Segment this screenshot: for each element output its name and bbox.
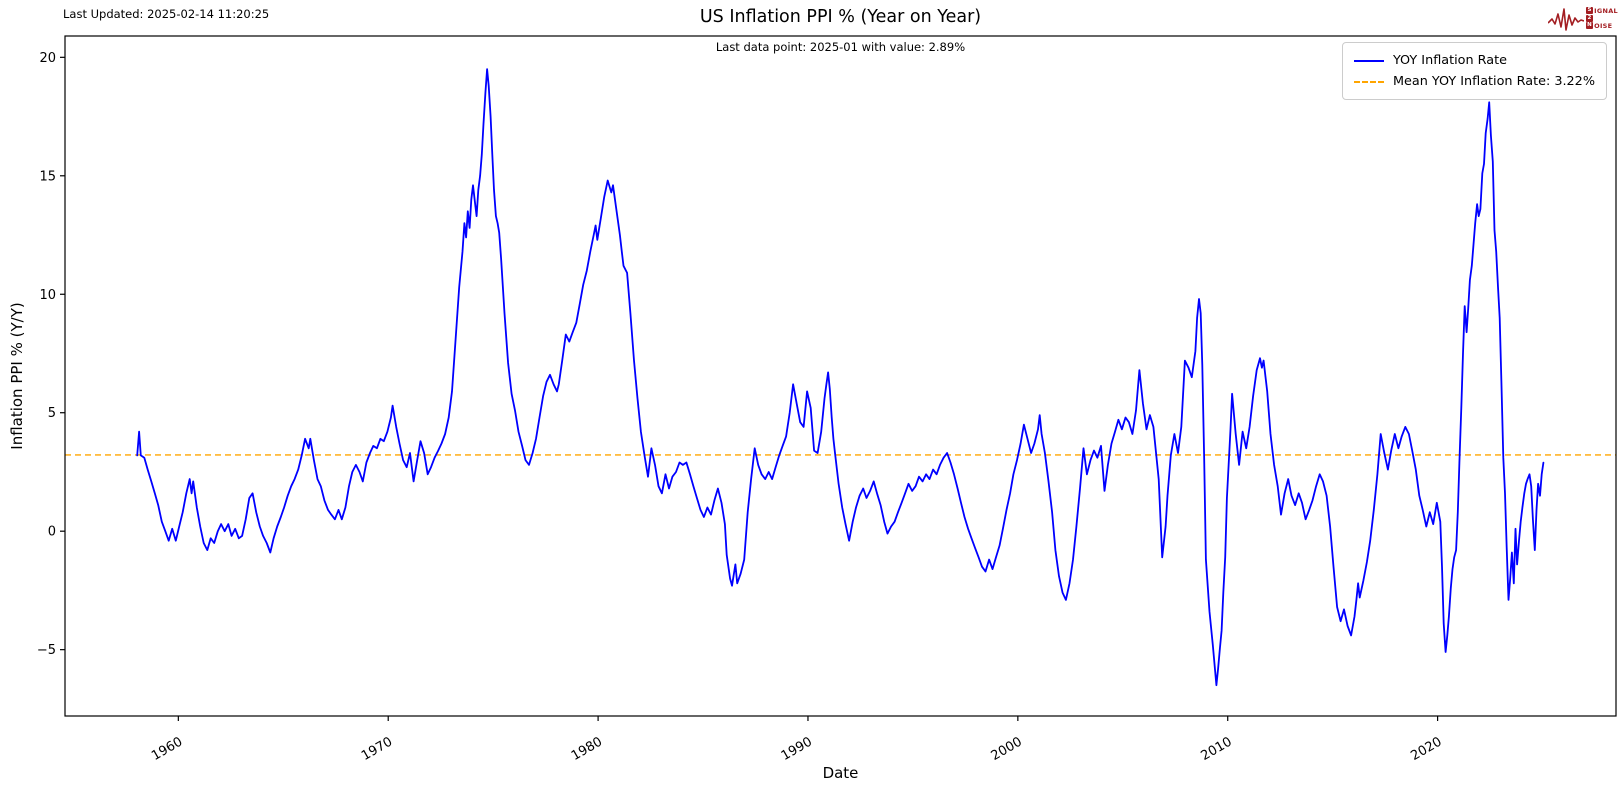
y-axis-label: Inflation PPI % (Y/Y) <box>8 302 26 449</box>
logo-text: S IGNAL 2 N OISE <box>1586 7 1618 30</box>
signal2noise-logo: S IGNAL 2 N OISE <box>1548 3 1618 33</box>
yoy-inflation-line <box>136 68 1545 687</box>
ecg-waveform-icon <box>1548 8 1585 31</box>
logo-signal-rest: IGNAL <box>1594 6 1618 15</box>
y-tick-label: −5 <box>37 643 56 658</box>
x-axis-label: Date <box>823 764 859 782</box>
y-tick-label: 15 <box>39 169 56 184</box>
x-tick-label: 2000 <box>989 734 1025 764</box>
x-tick-label: 1970 <box>359 734 395 764</box>
chart-subtitle: Last data point: 2025-01 with value: 2.8… <box>715 40 966 54</box>
logo-row-noise: N OISE <box>1586 22 1618 30</box>
x-tick-label: 1980 <box>569 734 605 764</box>
legend-row-mean: Mean YOY Inflation Rate: 3.22% <box>1353 71 1595 92</box>
legend-label-yoy: YOY Inflation Rate <box>1392 53 1508 68</box>
logo-noise-rest: OISE <box>1594 21 1613 30</box>
legend-line-sample-solid <box>1353 59 1384 62</box>
legend-row-yoy: YOY Inflation Rate <box>1353 50 1595 71</box>
logo-badge-2: 2 <box>1586 14 1594 22</box>
x-tick-label: 1990 <box>779 734 815 764</box>
y-tick-label: 10 <box>39 288 56 303</box>
x-tick-label: 2010 <box>1199 734 1235 764</box>
legend-label-mean: Mean YOY Inflation Rate: 3.22% <box>1392 74 1595 89</box>
logo-badge-n: N <box>1586 22 1594 29</box>
legend-line-sample-dashed <box>1353 80 1384 83</box>
x-tick-label: 2020 <box>1408 734 1444 764</box>
x-tick-label: 1960 <box>149 734 185 764</box>
logo-row-2: 2 <box>1586 14 1618 22</box>
legend-box: YOY Inflation Rate Mean YOY Inflation Ra… <box>1341 42 1607 100</box>
logo-badge-s: S <box>1586 7 1594 14</box>
plot-border <box>64 35 1617 717</box>
chart-title: US Inflation PPI % (Year on Year) <box>699 7 982 27</box>
last-updated-text: Last Updated: 2025-02-14 11:20:25 <box>63 7 270 21</box>
y-tick-label: 20 <box>39 51 56 66</box>
logo-row-signal: S IGNAL <box>1586 7 1618 15</box>
y-tick-label: 0 <box>48 525 56 540</box>
y-tick-label: 5 <box>48 406 56 421</box>
